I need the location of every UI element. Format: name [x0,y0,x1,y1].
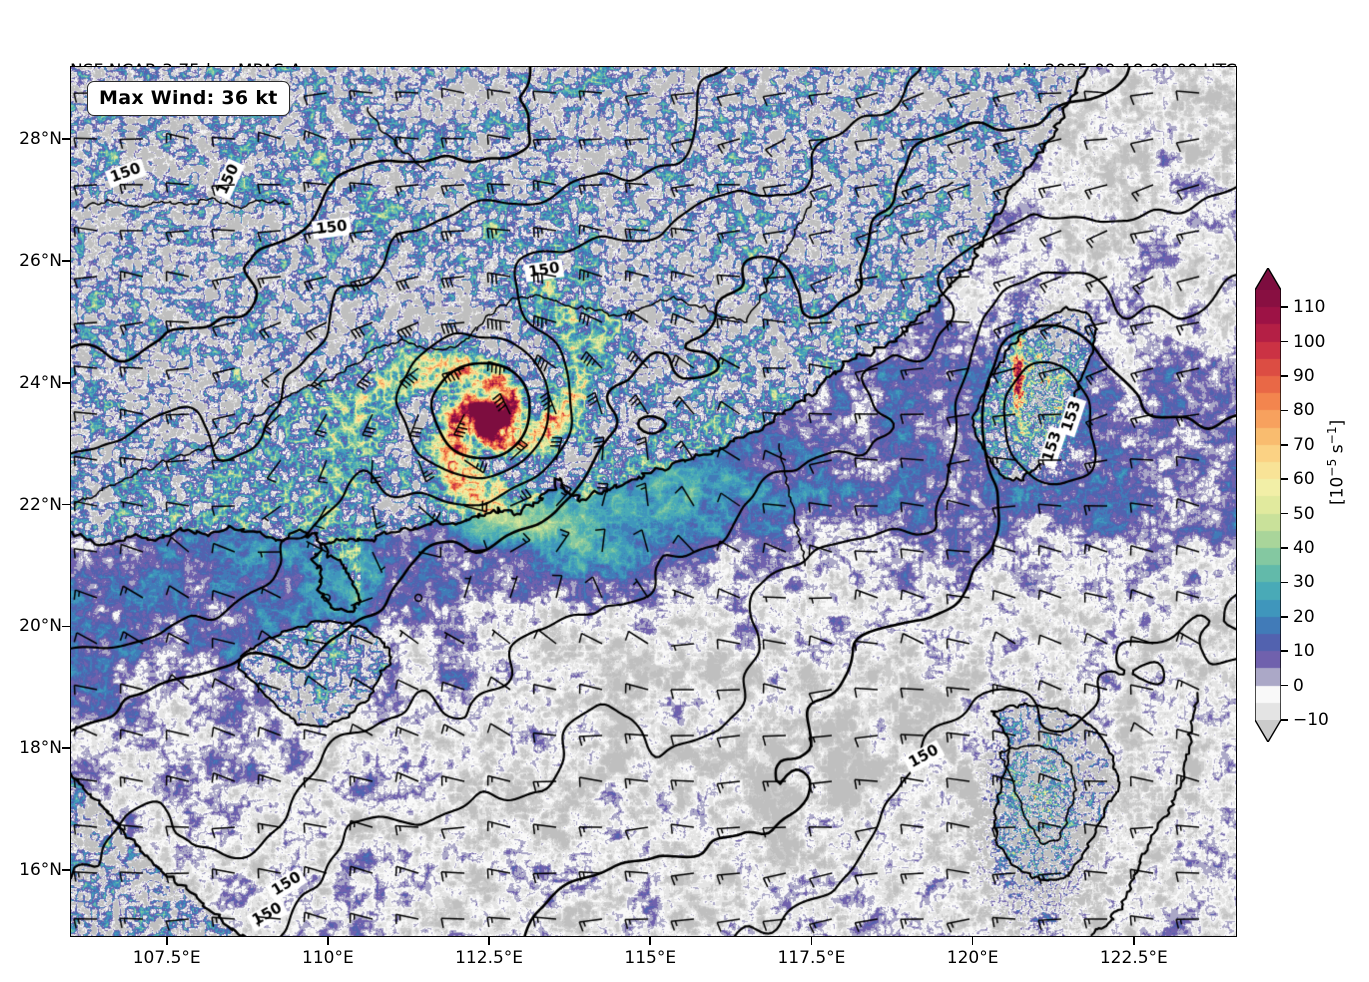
colorbar-tick-label: 50 [1293,503,1315,524]
colorbar-tick [1281,444,1288,446]
xtick-label: 117.5°E [777,948,846,968]
colorbar-gradient [1255,290,1281,720]
max-wind-annotation: Max Wind: 36 kt [87,81,290,116]
xtick-mark [165,937,168,945]
ytick-mark [62,625,70,628]
colorbar-tick [1281,512,1288,515]
xtick-mark [649,937,652,945]
xtick-mark [810,937,813,945]
colorbar-tick-label: 110 [1293,297,1326,318]
ytick-mark [62,381,70,384]
colorbar-tick [1281,409,1288,412]
colorbar-tick [1281,650,1288,652]
map-plot-area: Max Wind: 36 kt [70,66,1237,937]
colorbar-tick [1281,547,1288,549]
ytick-mark [62,869,70,871]
xtick-label: 107.5°E [132,948,201,968]
colorbar-over-arrow [1255,268,1281,290]
colorbar-tick-label: 70 [1293,434,1315,455]
ytick-label: 26°N [19,250,62,271]
colorbar-under-arrow [1255,720,1281,742]
ytick-mark [62,503,70,506]
ytick-label: 18°N [19,738,62,759]
ytick-mark [62,747,70,749]
xtick-label: 122.5°E [1099,948,1168,968]
xtick-mark [1133,937,1135,945]
xtick-mark [971,937,974,945]
colorbar-tick-label: 10 [1293,641,1315,662]
colorbar-tick [1281,478,1288,480]
colorbar-tick-label: 80 [1293,400,1315,421]
ytick-label: 24°N [19,372,62,393]
colorbar-tick [1281,684,1288,687]
colorbar-tick-label: 90 [1293,366,1315,386]
colorbar-tick [1281,375,1288,377]
xtick-mark [327,937,329,945]
ytick-mark [62,260,70,262]
xtick-label: 115°E [624,948,677,968]
colorbar-tick-label: 0 [1293,675,1304,696]
colorbar-tick-label: 20 [1293,606,1315,627]
colorbar-tick [1281,306,1288,308]
ytick-label: 22°N [19,494,62,515]
colorbar-tick [1281,581,1288,584]
xtick-label: 112.5°E [455,948,524,968]
ytick-label: 20°N [19,616,62,637]
colorbar-tick-label: 60 [1293,469,1315,490]
ytick-label: 16°N [19,860,62,880]
colorbar: −10 0 10 20 30 40 50 60 70 80 90 100 110 [1255,268,1329,742]
colorbar-tick-label: 40 [1293,538,1315,558]
vorticity-map-canvas [71,67,1236,936]
xtick-label: 110°E [302,948,354,968]
colorbar-tick [1281,616,1288,618]
colorbar-tick-label: 100 [1293,331,1326,352]
xtick-mark [488,937,490,945]
ytick-label: 28°N [19,129,62,150]
colorbar-axis-label: [10−5 s−1] [1325,419,1348,505]
colorbar-tick [1281,719,1288,721]
colorbar-tick-label: −10 [1293,710,1329,730]
xtick-label: 120°E [946,948,999,968]
colorbar-tick [1281,340,1288,343]
ytick-mark [62,138,70,140]
colorbar-tick-label: 30 [1293,572,1315,593]
